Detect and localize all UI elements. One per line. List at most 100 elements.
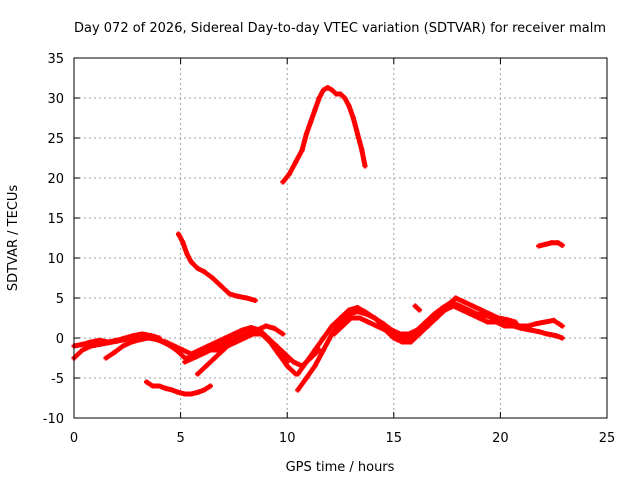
data-point <box>303 131 309 137</box>
series-arc-8 <box>280 85 368 185</box>
data-point <box>171 343 177 349</box>
data-point <box>295 387 301 393</box>
x-tick-label: 10 <box>279 431 296 446</box>
data-point <box>555 240 561 246</box>
data-point <box>312 347 318 353</box>
data-point <box>146 335 152 341</box>
data-point <box>365 319 371 325</box>
data-point <box>459 307 465 313</box>
data-point <box>284 359 290 365</box>
series-arc-6 <box>143 379 213 397</box>
data-point <box>291 359 297 365</box>
data-point <box>485 319 491 325</box>
data-point <box>425 323 431 329</box>
data-point <box>333 91 339 97</box>
data-point <box>195 371 201 377</box>
data-point <box>175 389 181 395</box>
data-point <box>559 242 565 248</box>
data-point <box>487 311 493 317</box>
data-point <box>197 347 203 353</box>
data-point <box>188 391 194 397</box>
data-point <box>549 240 555 246</box>
data-point <box>502 323 508 329</box>
data-point <box>329 323 335 329</box>
data-point <box>453 295 459 301</box>
series-arc-12 <box>444 295 518 325</box>
data-point <box>433 315 439 321</box>
data-point <box>182 391 188 397</box>
data-point <box>207 347 213 353</box>
data-point <box>408 339 414 345</box>
data-point <box>295 371 301 377</box>
data-point <box>216 343 222 349</box>
data-point <box>338 315 343 321</box>
data-point <box>542 319 548 325</box>
data-point <box>320 347 326 353</box>
data-point <box>325 85 331 91</box>
data-point <box>220 347 226 353</box>
data-point <box>188 259 194 265</box>
data-point <box>362 163 368 169</box>
data-point <box>80 341 86 347</box>
data-point <box>416 307 422 313</box>
data-point <box>156 383 162 389</box>
data-point <box>190 355 196 361</box>
data-point <box>214 339 220 345</box>
data-point <box>468 311 474 317</box>
data-point <box>450 303 456 309</box>
data-point <box>363 309 369 315</box>
data-point <box>504 317 510 323</box>
data-point <box>372 315 378 321</box>
series-arc-14 <box>536 240 565 249</box>
x-tick-label: 20 <box>492 431 509 446</box>
data-point <box>346 103 352 109</box>
data-point <box>495 315 501 321</box>
data-point <box>154 337 160 343</box>
data-point <box>412 303 418 309</box>
data-point <box>282 351 288 357</box>
data-point <box>227 291 233 297</box>
data-point <box>239 327 245 333</box>
data-point <box>416 331 422 337</box>
data-point <box>254 327 260 333</box>
x-tick-label: 15 <box>386 431 403 446</box>
data-point <box>201 269 207 275</box>
data-point <box>374 323 380 329</box>
data-point <box>493 319 499 325</box>
data-point <box>312 363 318 369</box>
data-point <box>470 303 476 309</box>
data-point <box>169 387 175 393</box>
y-tick-label: 5 <box>56 292 64 307</box>
data-point <box>431 311 437 317</box>
data-point <box>210 275 216 281</box>
chart-title: Day 072 of 2026, Sidereal Day-to-day VTE… <box>74 21 606 36</box>
data-point <box>320 87 326 93</box>
data-point <box>122 335 128 341</box>
series-arc-5 <box>195 323 286 377</box>
data-point <box>510 323 516 329</box>
data-point <box>391 335 397 341</box>
y-tick-label: -10 <box>43 412 64 427</box>
data-point <box>355 305 361 311</box>
data-point <box>303 359 309 365</box>
data-point <box>348 315 354 321</box>
data-point <box>320 335 326 341</box>
y-tick-label: 35 <box>47 52 64 67</box>
data-point <box>182 359 188 365</box>
data-point <box>536 243 542 249</box>
data-point <box>286 171 292 177</box>
series-arc-11 <box>331 303 565 345</box>
x-axis-label: GPS time / hours <box>286 460 395 475</box>
data-point <box>267 339 273 345</box>
data-point <box>199 351 205 357</box>
series-arc-13 <box>412 303 422 313</box>
data-point <box>212 355 218 361</box>
data-point <box>342 95 348 101</box>
data-point <box>143 379 149 385</box>
y-tick-label: 30 <box>47 92 64 107</box>
data-point <box>129 339 135 345</box>
data-point <box>229 339 235 345</box>
data-point <box>97 337 103 343</box>
x-tick-label: 5 <box>176 431 184 446</box>
